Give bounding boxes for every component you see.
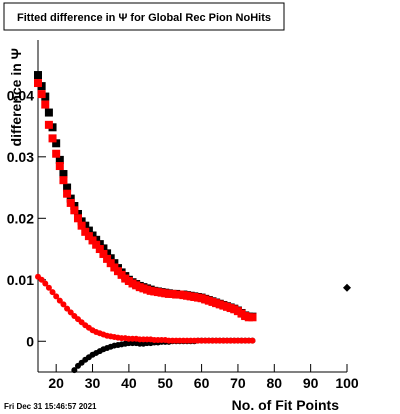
data-point xyxy=(67,309,74,316)
x-tick-label: 70 xyxy=(230,375,246,391)
x-tick-label: 60 xyxy=(194,375,210,391)
data-point xyxy=(99,249,108,258)
y-axis-title: difference in Ψ xyxy=(8,48,24,146)
data-point xyxy=(48,134,57,143)
data-point xyxy=(52,139,61,148)
data-point xyxy=(52,149,61,158)
x-tick-label: 80 xyxy=(267,375,283,391)
chart-title: Fitted difference in Ψ for Global Rec Pi… xyxy=(17,12,271,24)
data-point xyxy=(44,108,53,117)
data-point xyxy=(59,170,68,179)
data-point xyxy=(55,162,64,171)
series-2 xyxy=(34,79,257,322)
y-tick-label: 0.04 xyxy=(7,87,34,103)
data-markers xyxy=(34,71,351,374)
data-point xyxy=(103,254,112,263)
x-tick-label: 20 xyxy=(48,375,64,391)
chart-title-box: Fitted difference in Ψ for Global Rec Pi… xyxy=(3,2,285,31)
x-tick-label: 30 xyxy=(85,375,101,391)
data-point xyxy=(77,221,86,230)
data-point xyxy=(81,227,90,236)
data-point xyxy=(49,289,56,296)
data-point xyxy=(66,198,75,207)
data-point xyxy=(66,194,75,203)
y-tick-label: 0.03 xyxy=(7,149,34,165)
data-point xyxy=(249,337,256,344)
x-tick-label: 90 xyxy=(303,375,319,391)
data-point xyxy=(42,280,49,287)
data-point xyxy=(88,236,97,245)
x-ticks: 20 30 40 50 60 70 80 90 100 xyxy=(48,364,359,391)
data-point xyxy=(44,120,53,129)
data-point xyxy=(55,155,64,164)
data-point xyxy=(248,313,257,322)
y-ticks: 0 0.01 0.02 0.03 0.04 xyxy=(7,87,46,349)
data-point xyxy=(41,100,50,109)
data-point xyxy=(56,297,63,304)
data-point xyxy=(53,293,60,300)
data-point xyxy=(59,176,68,185)
series-5 xyxy=(343,283,351,292)
y-tick-label: 0.02 xyxy=(7,210,34,226)
data-point xyxy=(84,232,93,241)
data-point xyxy=(71,367,78,374)
x-tick-label: 40 xyxy=(121,375,137,391)
series-4 xyxy=(35,273,256,344)
y-tick-label: 0 xyxy=(26,333,34,349)
x-tick-label: 100 xyxy=(335,375,359,391)
x-tick-label: 50 xyxy=(157,375,173,391)
data-point xyxy=(34,79,42,88)
x-axis-title: No. of Fit Points xyxy=(232,397,340,413)
data-point xyxy=(64,305,71,312)
data-point xyxy=(34,71,42,80)
data-point xyxy=(60,301,67,308)
data-point xyxy=(70,206,79,215)
y-tick-label: 0.01 xyxy=(7,272,34,288)
data-point xyxy=(95,245,104,254)
data-point xyxy=(73,214,82,223)
footer-timestamp: Fri Dec 31 15:46:57 2021 xyxy=(4,402,97,411)
data-point xyxy=(63,183,72,192)
data-point xyxy=(92,240,101,249)
data-point xyxy=(38,276,45,283)
data-point xyxy=(45,284,52,291)
data-point xyxy=(106,259,115,268)
data-point xyxy=(343,283,351,292)
data-point xyxy=(37,90,46,99)
data-point xyxy=(63,189,72,198)
